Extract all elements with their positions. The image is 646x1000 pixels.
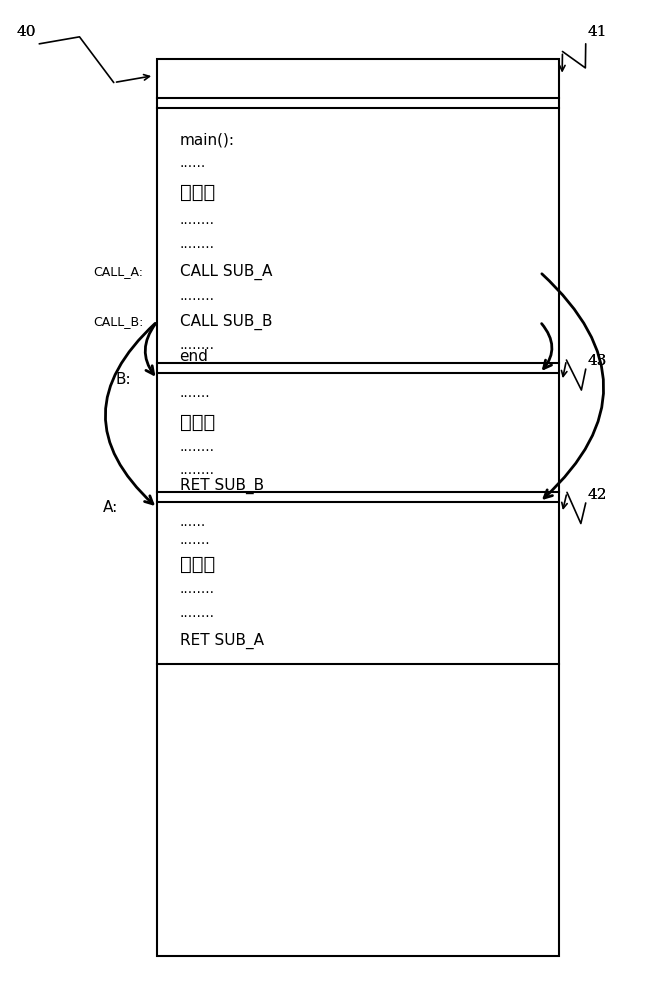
Bar [157, 59, 559, 956]
Text: ........: ........ [180, 237, 214, 251]
Text: ........: ........ [180, 440, 214, 454]
Text: ........: ........ [180, 463, 214, 477]
Text: 42: 42 [588, 488, 607, 502]
Text: ........: ........ [180, 606, 214, 620]
Text: CALL SUB_A: CALL SUB_A [180, 264, 272, 280]
Text: 指令码: 指令码 [180, 555, 214, 574]
Text: RET SUB_A: RET SUB_A [180, 633, 264, 649]
Text: 指令码: 指令码 [180, 183, 214, 202]
Text: CALL_A:: CALL_A: [94, 265, 143, 278]
Text: ......: ...... [180, 156, 206, 170]
Text: CALL SUB_B: CALL SUB_B [180, 313, 272, 330]
Text: 40: 40 [17, 25, 36, 39]
Text: ........: ........ [180, 582, 214, 596]
Text: B:: B: [116, 372, 131, 387]
Text: 43: 43 [588, 354, 607, 368]
Text: CALL_B:: CALL_B: [94, 315, 144, 328]
Text: 43: 43 [588, 354, 607, 368]
Text: 41: 41 [588, 25, 607, 39]
Text: main():: main(): [180, 133, 234, 148]
Text: A:: A: [103, 500, 118, 515]
Text: 40: 40 [17, 25, 36, 39]
Text: end: end [180, 349, 209, 364]
Text: .......: ....... [180, 386, 210, 400]
Text: ........: ........ [180, 213, 214, 227]
Text: .......: ....... [180, 533, 210, 547]
Text: ........: ........ [180, 289, 214, 303]
Text: 41: 41 [588, 25, 607, 39]
Text: ........: ........ [180, 338, 214, 352]
Text: RET SUB_B: RET SUB_B [180, 478, 264, 494]
Text: 42: 42 [588, 488, 607, 502]
Text: ......: ...... [180, 515, 206, 529]
Text: 指令码: 指令码 [180, 413, 214, 432]
